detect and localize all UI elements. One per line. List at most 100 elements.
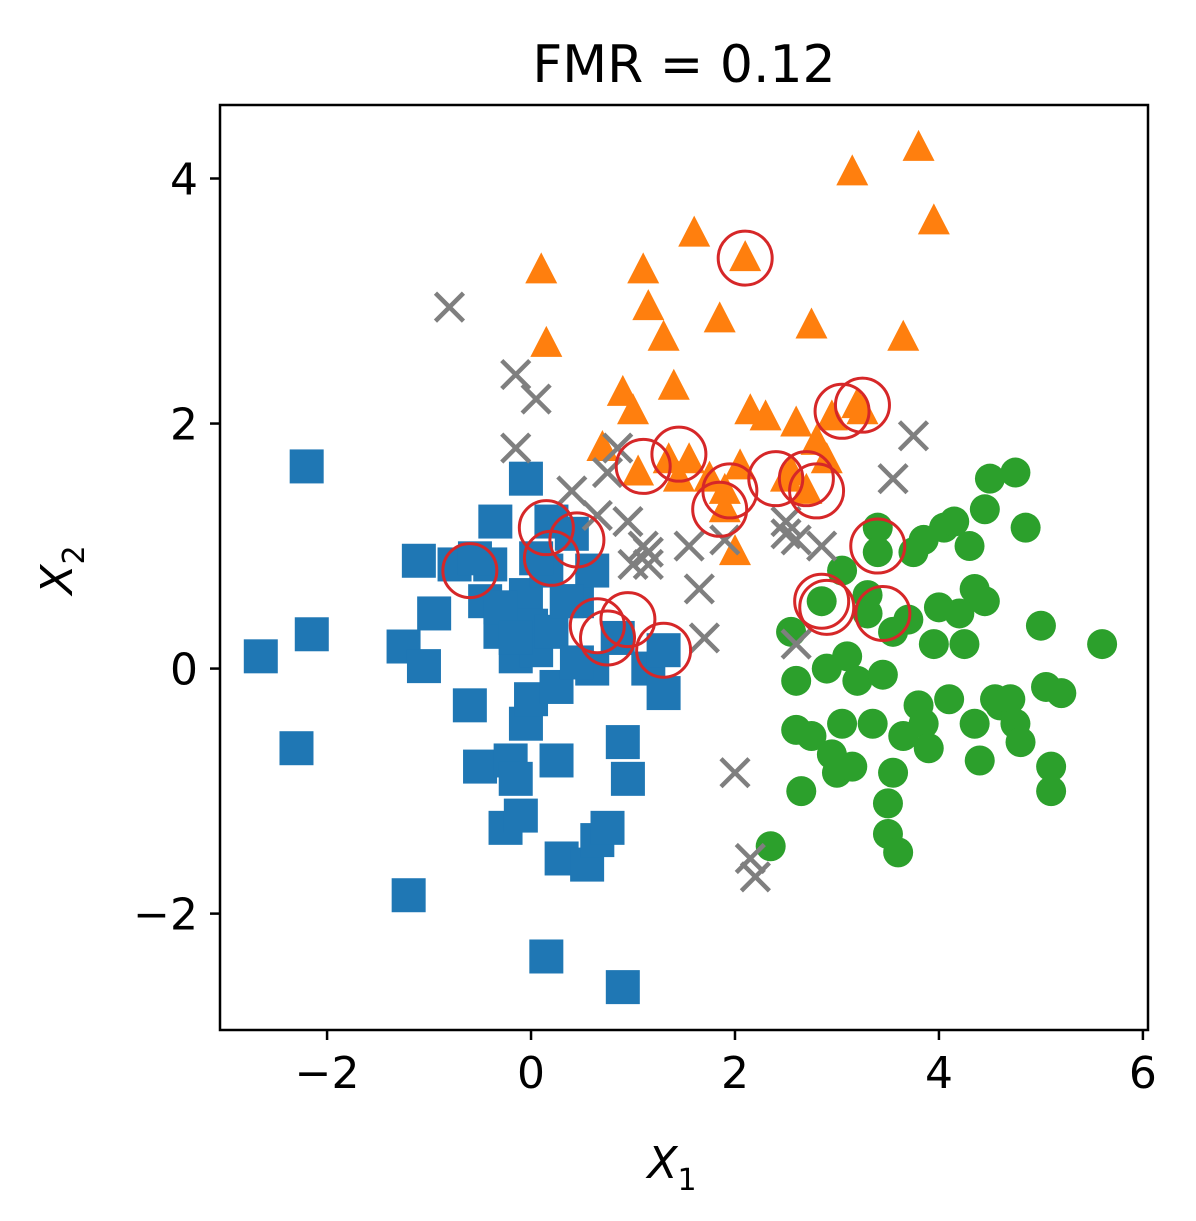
square-point <box>549 584 584 619</box>
highlight-ring <box>854 584 912 642</box>
square-point <box>590 810 625 845</box>
y-tick-label: 2 <box>170 400 198 451</box>
square-point <box>294 617 329 652</box>
x-point <box>806 530 838 562</box>
triangle-point <box>836 154 869 186</box>
x-point <box>739 861 771 893</box>
circle-point <box>1087 629 1118 660</box>
circle-point <box>806 586 837 617</box>
circle-point <box>878 757 909 788</box>
circle-point <box>796 720 827 751</box>
circle-point <box>1000 457 1031 488</box>
triangle-point <box>902 129 935 161</box>
triangle-point <box>708 472 741 504</box>
x-point <box>556 475 588 507</box>
highlight-ring <box>701 462 759 520</box>
y-tick-label: −2 <box>133 890 198 941</box>
triangle-point <box>530 325 563 357</box>
circle-point <box>913 733 944 764</box>
highlight-ring <box>777 450 835 508</box>
triangle-point <box>647 319 680 351</box>
triangle-point <box>703 301 736 333</box>
circle-point <box>969 586 1000 617</box>
x-point <box>632 536 664 568</box>
highlight-ring <box>849 517 907 575</box>
circle-point <box>949 629 980 660</box>
circle-point <box>755 831 786 862</box>
highlight-ring <box>517 499 575 557</box>
circle-point <box>934 684 965 715</box>
circle-point <box>964 745 995 776</box>
square-point <box>508 461 543 496</box>
circle-point <box>995 684 1026 715</box>
x-point <box>520 383 552 415</box>
x-tick-label: −2 <box>295 1048 360 1099</box>
circle-point <box>974 463 1005 494</box>
x-point <box>632 548 664 581</box>
circle-point <box>837 751 868 782</box>
highlight-ring <box>650 425 708 483</box>
circle-point <box>1036 776 1067 807</box>
triangle-point <box>790 472 823 504</box>
circle-point <box>944 598 975 629</box>
x-point <box>500 358 532 391</box>
square-point <box>646 633 681 668</box>
triangle-point <box>622 454 655 486</box>
triangle-point <box>769 460 802 492</box>
triangle-point <box>917 203 950 235</box>
triangle-point <box>846 393 879 425</box>
triangle-point <box>632 289 665 321</box>
circle-point <box>872 788 903 819</box>
square-point <box>605 725 640 760</box>
x-point <box>719 757 751 789</box>
triangle-point <box>729 240 762 272</box>
square-point <box>463 749 498 784</box>
highlight-ring <box>788 462 846 520</box>
circle-point <box>1010 512 1041 543</box>
circle-point <box>827 708 858 739</box>
highlight-ring <box>798 578 856 636</box>
square-point <box>452 688 487 723</box>
triangle-point <box>627 252 660 284</box>
square-point <box>534 614 569 649</box>
chart-title: FMR = 0.12 <box>532 35 835 95</box>
triangle-point <box>525 252 558 284</box>
circle-point <box>852 598 883 629</box>
x-tick-label: 6 <box>1129 1048 1157 1099</box>
square-point <box>529 939 564 974</box>
square-point <box>539 743 574 778</box>
y-tick-label: 4 <box>170 155 198 206</box>
x-tick-label: 4 <box>925 1048 953 1099</box>
square-point <box>478 504 513 539</box>
circle-point <box>862 537 893 568</box>
square-point <box>279 731 314 766</box>
x-axis-label: X1 <box>645 1138 696 1198</box>
square-point <box>457 541 492 576</box>
y-axis-label: X2 <box>32 545 92 596</box>
x-point <box>673 530 705 562</box>
highlight-ring <box>599 591 657 649</box>
circle-point <box>1046 678 1077 709</box>
square-point <box>498 761 533 796</box>
x-tick-label: 0 <box>517 1048 545 1099</box>
circle-point <box>959 708 990 739</box>
square-point <box>391 878 426 913</box>
square-point <box>575 553 610 588</box>
square-point <box>483 590 518 625</box>
square-point <box>646 676 681 711</box>
x-point <box>602 432 634 464</box>
circle-point <box>908 524 939 555</box>
triangle-point <box>780 405 813 437</box>
circle-point <box>786 776 817 807</box>
circle-point <box>883 837 914 868</box>
square-point <box>289 449 324 484</box>
x-point <box>500 432 532 464</box>
square-point <box>401 543 436 578</box>
x-point <box>897 420 930 452</box>
highlight-ring <box>568 597 626 655</box>
x-point <box>612 505 644 538</box>
circle-point <box>781 665 812 696</box>
circle-point <box>1025 610 1056 641</box>
circle-point <box>1036 751 1067 782</box>
